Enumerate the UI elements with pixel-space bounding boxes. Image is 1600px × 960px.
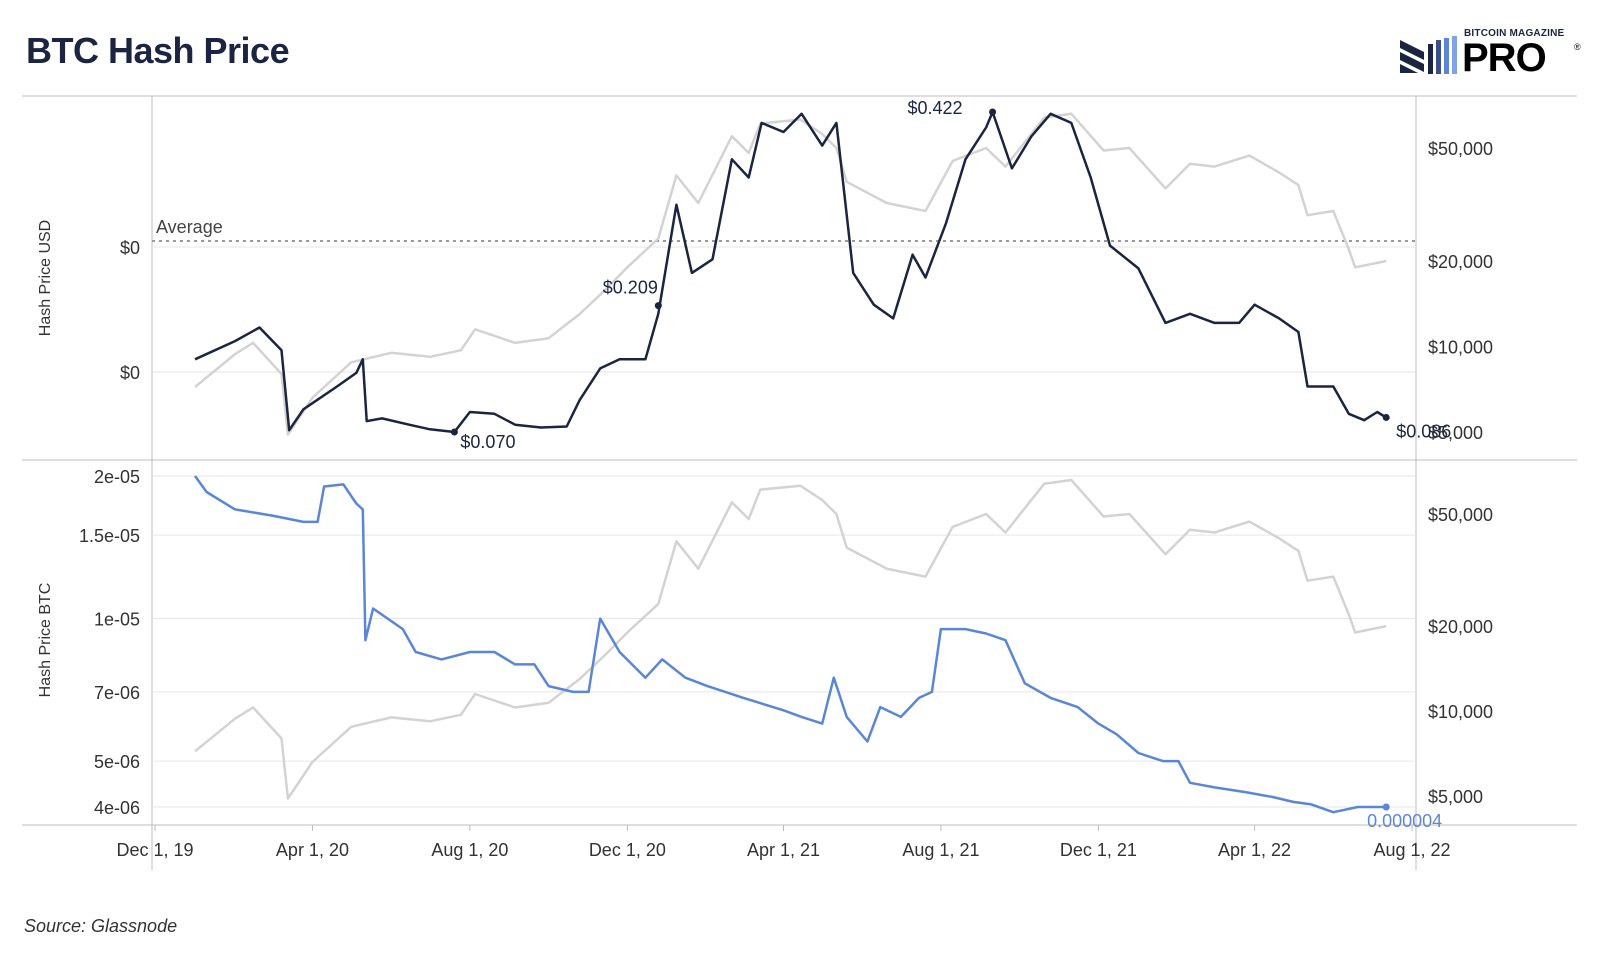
bottom-panel: 2e-05 1.5e-05 1e-05 7e-06 5e-06 4e-06 $50,000 $… bbox=[37, 467, 1493, 831]
bottom-y-tick-label: 1e-05 bbox=[94, 610, 140, 630]
top-y-tick-label: $0 bbox=[120, 363, 140, 383]
chart-title: BTC Hash Price bbox=[26, 30, 290, 71]
top-panel: $0 $0 $50,000 $20,000 $10,000 $5,000 Hash Pric… bbox=[37, 98, 1493, 452]
logo-mark-icon bbox=[1400, 36, 1457, 74]
top-right-tick-label: $5,000 bbox=[1428, 423, 1483, 443]
x-tick-label: Aug 1, 20 bbox=[431, 840, 508, 860]
bottom-right-tick-label: $5,000 bbox=[1428, 787, 1483, 807]
annotation-label: $0.209 bbox=[603, 278, 658, 298]
x-tick-label: Aug 1, 22 bbox=[1373, 840, 1450, 860]
top-y-axis-label: Hash Price USD bbox=[37, 220, 54, 336]
logo-registered-mark: ® bbox=[1574, 42, 1581, 52]
average-label: Average bbox=[156, 217, 223, 237]
annotation-label: $0.070 bbox=[460, 432, 515, 452]
top-right-tick-label: $50,000 bbox=[1428, 139, 1493, 159]
annotation-point bbox=[654, 302, 662, 310]
logo-top-text: BITCOIN MAGAZINE bbox=[1464, 28, 1565, 39]
bottom-btc-price-line bbox=[194, 478, 1387, 800]
annotation-label: 0.000004 bbox=[1367, 811, 1442, 831]
annotation-label: $0.422 bbox=[908, 98, 963, 118]
bottom-right-tick-label: $20,000 bbox=[1428, 617, 1493, 637]
bottom-y-tick-label: 2e-05 bbox=[94, 467, 140, 487]
bottom-right-tick-label: $10,000 bbox=[1428, 702, 1493, 722]
top-right-tick-label: $10,000 bbox=[1428, 338, 1493, 358]
source-note: Source: Glassnode bbox=[24, 916, 178, 936]
bottom-y-axis-label: Hash Price BTC bbox=[37, 583, 54, 698]
chart-frame bbox=[22, 95, 1577, 870]
top-right-tick-label: $20,000 bbox=[1428, 252, 1493, 272]
logo-main-text: PRO bbox=[1462, 36, 1547, 80]
annotation-point bbox=[989, 108, 997, 116]
hash-price-btc-line bbox=[193, 475, 1387, 814]
bottom-y-tick-label: 7e-06 bbox=[94, 683, 140, 703]
x-tick-label: Apr 1, 22 bbox=[1218, 840, 1291, 860]
bottom-y-tick-label: 4e-06 bbox=[94, 798, 140, 818]
x-tick-label: Dec 1, 19 bbox=[116, 840, 193, 860]
x-tick-label: Aug 1, 21 bbox=[902, 840, 979, 860]
bottom-y-tick-label: 1.5e-05 bbox=[79, 526, 140, 546]
x-tick-label: Apr 1, 21 bbox=[747, 840, 820, 860]
x-tick-label: Dec 1, 20 bbox=[589, 840, 666, 860]
x-tick-label: Dec 1, 21 bbox=[1060, 840, 1137, 860]
x-axis: Dec 1, 19 Apr 1, 20 Aug 1, 20 Dec 1, 20 Apr … bbox=[116, 825, 1451, 860]
annotation-point bbox=[1382, 803, 1390, 811]
annotation-point bbox=[450, 428, 458, 436]
top-y-tick-label: $0 bbox=[120, 238, 140, 258]
annotation-point bbox=[1382, 413, 1390, 421]
x-tick-label: Apr 1, 20 bbox=[276, 840, 349, 860]
bottom-y-tick-label: 5e-06 bbox=[94, 752, 140, 772]
hash-price-usd-line bbox=[194, 110, 1387, 434]
annotation-label: $0.086 bbox=[1396, 421, 1451, 441]
bottom-right-tick-label: $50,000 bbox=[1428, 505, 1493, 525]
bitcoin-magazine-pro-logo: BITCOIN MAGAZINE PRO ® bbox=[1398, 28, 1582, 82]
top-btc-price-line bbox=[194, 112, 1387, 436]
